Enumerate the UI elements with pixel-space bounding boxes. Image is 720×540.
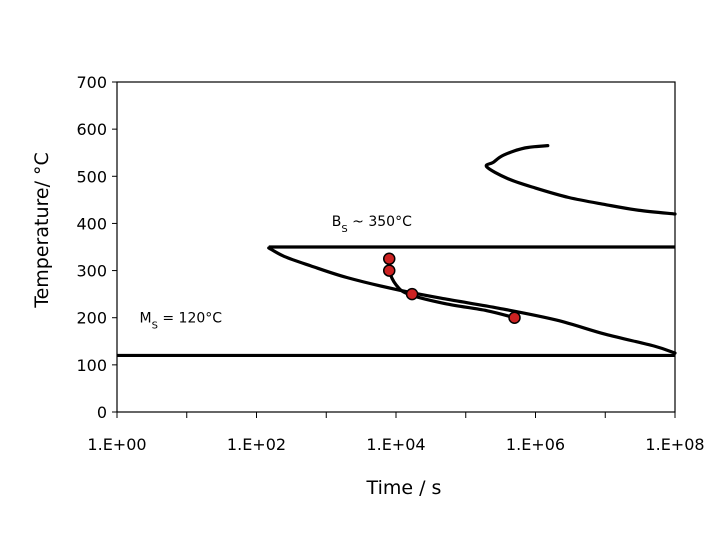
series-line-0 — [484, 144, 677, 216]
x-tick-label: 1.E+04 — [366, 435, 425, 454]
y-tick-label: 200 — [76, 309, 107, 328]
y-axis: 0 100 200 300 400 500 600 700 — [76, 73, 117, 422]
y-tick-label: 700 — [76, 73, 107, 92]
x-axis-title: Time / s — [366, 477, 442, 499]
y-tick-label: 500 — [76, 167, 107, 186]
y-tick-label: 400 — [76, 214, 107, 233]
data-point-0 — [382, 252, 396, 266]
y-tick-label: 600 — [76, 120, 107, 139]
y-axis-title: Temperature/ °C — [31, 152, 53, 309]
data-point-3 — [508, 311, 521, 324]
x-tick-label: 1.E+08 — [645, 435, 704, 454]
annotation-0: BS ~ 350°C — [332, 214, 412, 235]
series-layer — [117, 144, 677, 358]
x-tick-label: 1.E+02 — [227, 435, 286, 454]
data-point-1 — [382, 264, 396, 277]
y-tick-label: 0 — [97, 403, 107, 422]
data-point-2 — [405, 287, 419, 301]
x-axis: 1.E+00 1.E+02 1.E+04 1.E+06 1.E+08 — [87, 412, 705, 454]
x-tick-label: 1.E+06 — [506, 435, 565, 454]
annotation-1: MS = 120°C — [139, 310, 222, 331]
y-tick-label: 100 — [76, 356, 107, 375]
y-tick-label: 300 — [76, 262, 107, 281]
series-line-1 — [267, 246, 677, 355]
x-tick-label: 1.E+00 — [87, 435, 146, 454]
annotation-layer: BS ~ 350°C MS = 120°C — [139, 214, 412, 331]
